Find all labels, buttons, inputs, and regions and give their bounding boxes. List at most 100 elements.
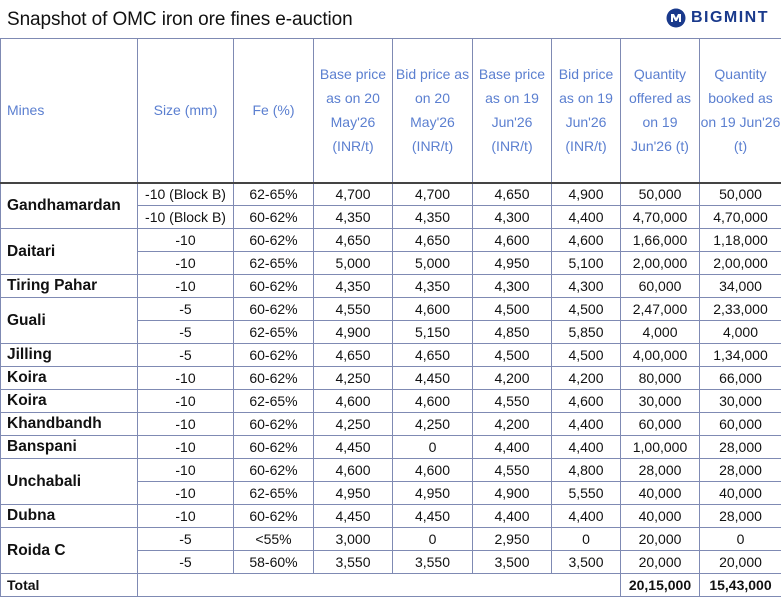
size-cell: -10 <box>137 481 234 505</box>
size-cell: -10 (Block B) <box>137 182 234 206</box>
base-price-may-cell: 4,250 <box>313 366 393 390</box>
table-row: Tiring Pahar -10 60-62% 4,350 4,350 4,300 4,30… <box>0 274 781 298</box>
qty-offered-cell: 50,000 <box>620 182 700 206</box>
base-price-jun-cell: 4,300 <box>472 205 552 229</box>
base-price-jun-cell: 4,650 <box>472 182 552 206</box>
qty-offered-cell: 40,000 <box>620 481 700 505</box>
bid-price-may-cell: 4,950 <box>392 481 473 505</box>
base-price-jun-cell: 4,600 <box>472 228 552 252</box>
base-price-may-cell: 4,650 <box>313 228 393 252</box>
column-header: Bid price as on 20 May'26 (INR/t) <box>392 38 473 184</box>
mine-name-cell: Roida C <box>0 527 138 574</box>
qty-booked-cell: 4,000 <box>699 320 781 344</box>
base-price-may-cell: 4,250 <box>313 412 393 436</box>
base-price-may-cell: 3,550 <box>313 550 393 574</box>
table-row: Banspani -10 60-62% 4,450 0 4,400 4,400 1,00,00… <box>0 435 781 459</box>
mine-name-cell: Koira <box>0 366 138 390</box>
bid-price-jun-cell: 4,500 <box>551 343 621 367</box>
base-price-may-cell: 5,000 <box>313 251 393 275</box>
bid-price-may-cell: 4,350 <box>392 205 473 229</box>
base-price-jun-cell: 4,500 <box>472 343 552 367</box>
total-spacer <box>137 573 621 597</box>
bid-price-jun-cell: 4,400 <box>551 435 621 459</box>
qty-offered-cell: 1,00,000 <box>620 435 700 459</box>
qty-offered-cell: 30,000 <box>620 389 700 413</box>
bigmint-logo-icon <box>666 8 686 28</box>
table-row: Jilling -5 60-62% 4,650 4,650 4,500 4,500 4,00,… <box>0 343 781 367</box>
mine-name-cell: Daitari <box>0 228 138 275</box>
qty-booked-cell: 66,000 <box>699 366 781 390</box>
base-price-jun-cell: 3,500 <box>472 550 552 574</box>
mine-name-cell: Unchabali <box>0 458 138 505</box>
mine-name-cell: Tiring Pahar <box>0 274 138 298</box>
base-price-may-cell: 4,600 <box>313 389 393 413</box>
base-price-jun-cell: 4,850 <box>472 320 552 344</box>
size-cell: -10 <box>137 435 234 459</box>
qty-offered-cell: 28,000 <box>620 458 700 482</box>
bid-price-jun-cell: 4,600 <box>551 228 621 252</box>
qty-booked-cell: 2,00,000 <box>699 251 781 275</box>
bid-price-jun-cell: 4,400 <box>551 504 621 528</box>
bid-price-may-cell: 3,550 <box>392 550 473 574</box>
column-header: Mines <box>0 38 138 184</box>
column-header: Size (mm) <box>137 38 234 184</box>
mine-name-cell: Koira <box>0 389 138 413</box>
fe-cell: 60-62% <box>233 274 314 298</box>
column-header: Base price as on 19 Jun'26 (INR/t) <box>472 38 552 184</box>
mine-name-cell: Khandbandh <box>0 412 138 436</box>
qty-offered-cell: 60,000 <box>620 412 700 436</box>
qty-offered-cell: 80,000 <box>620 366 700 390</box>
size-cell: -10 <box>137 251 234 275</box>
base-price-may-cell: 4,350 <box>313 274 393 298</box>
fe-cell: 60-62% <box>233 366 314 390</box>
bid-price-jun-cell: 4,500 <box>551 297 621 321</box>
base-price-may-cell: 4,600 <box>313 458 393 482</box>
table-row: -5 62-65% 4,900 5,150 4,850 5,850 4,000 4,000 <box>1 320 781 344</box>
table-row: -10 (Block B) 60-62% 4,350 4,350 4,300 4,400 4… <box>1 205 781 229</box>
bid-price-jun-cell: 4,600 <box>551 389 621 413</box>
size-cell: -10 <box>137 389 234 413</box>
size-cell: -10 <box>137 274 234 298</box>
bid-price-may-cell: 4,450 <box>392 504 473 528</box>
size-cell: -10 <box>137 366 234 390</box>
fe-cell: 60-62% <box>233 228 314 252</box>
fe-cell: 60-62% <box>233 205 314 229</box>
qty-offered-cell: 4,000 <box>620 320 700 344</box>
column-header: Quantity booked as on 19 Jun'26 (t) <box>699 38 781 184</box>
bid-price-jun-cell: 4,800 <box>551 458 621 482</box>
qty-offered-cell: 2,00,000 <box>620 251 700 275</box>
total-label: Total <box>0 573 138 597</box>
bid-price-jun-cell: 4,400 <box>551 205 621 229</box>
mine-name-cell: Dubna <box>0 504 138 528</box>
bid-price-jun-cell: 4,200 <box>551 366 621 390</box>
table-row: Roida C -5 <55% 3,000 0 2,950 0 20,000 0 <box>0 527 781 574</box>
qty-offered-cell: 60,000 <box>620 274 700 298</box>
base-price-jun-cell: 4,500 <box>472 297 552 321</box>
column-header: Fe (%) <box>233 38 314 184</box>
qty-booked-cell: 28,000 <box>699 504 781 528</box>
bid-price-may-cell: 4,600 <box>392 458 473 482</box>
base-price-may-cell: 4,700 <box>313 182 393 206</box>
table-row: Khandbandh -10 60-62% 4,250 4,250 4,200 4,400 6… <box>0 412 781 436</box>
fe-cell: 60-62% <box>233 412 314 436</box>
qty-offered-cell: 20,000 <box>620 550 700 574</box>
column-header: Base price as on 20 May'26 (INR/t) <box>313 38 393 184</box>
bid-price-jun-cell: 4,900 <box>551 182 621 206</box>
base-price-jun-cell: 4,300 <box>472 274 552 298</box>
total-booked: 15,43,000 <box>699 573 781 597</box>
brand-logo: BIGMINT <box>666 7 769 29</box>
size-cell: -5 <box>137 343 234 367</box>
size-cell: -5 <box>137 550 234 574</box>
size-cell: -5 <box>137 320 234 344</box>
size-cell: -5 <box>137 297 234 321</box>
size-cell: -10 <box>137 412 234 436</box>
qty-booked-cell: 30,000 <box>699 389 781 413</box>
qty-booked-cell: 1,34,000 <box>699 343 781 367</box>
table-row: Gandhamardan -10 (Block B) 62-65% 4,700 4,70… <box>0 182 781 229</box>
base-price-may-cell: 4,950 <box>313 481 393 505</box>
qty-booked-cell: 20,000 <box>699 550 781 574</box>
base-price-jun-cell: 4,200 <box>472 366 552 390</box>
size-cell: -10 (Block B) <box>137 205 234 229</box>
qty-booked-cell: 28,000 <box>699 458 781 482</box>
bid-price-jun-cell: 4,400 <box>551 412 621 436</box>
